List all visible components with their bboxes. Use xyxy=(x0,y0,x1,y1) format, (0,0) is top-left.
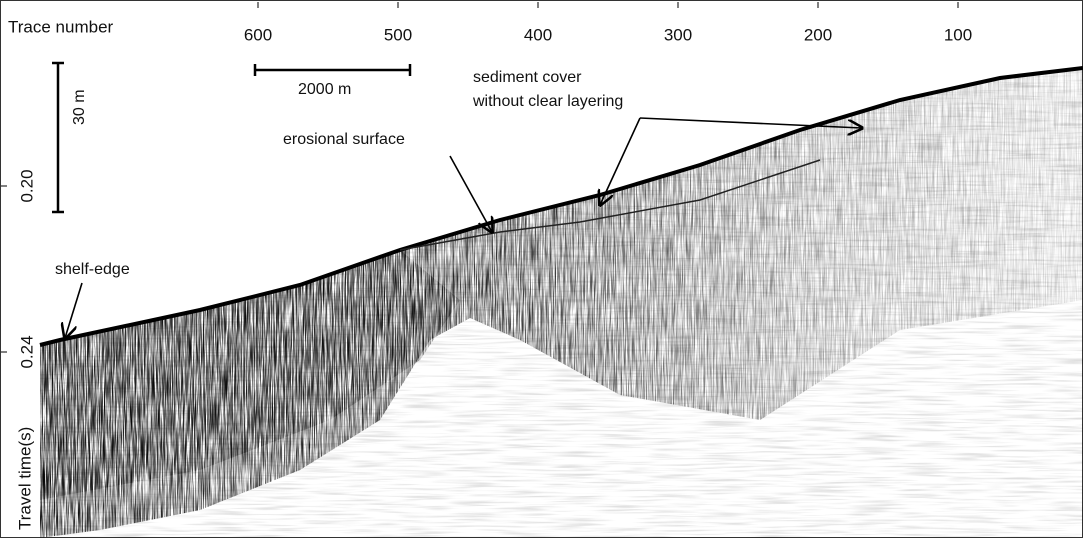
x-axis-title: Trace number xyxy=(8,17,114,36)
annotation: without clear layering xyxy=(472,93,623,110)
scale-label-v: 30 m xyxy=(71,89,88,125)
x-tick-label: 400 xyxy=(524,25,552,44)
x-tick-label: 100 xyxy=(944,25,972,44)
x-tick-label: 500 xyxy=(384,25,412,44)
annotation: erosional surface xyxy=(283,131,405,148)
annotation: shelf-edge xyxy=(55,261,130,278)
scale-label-h: 2000 m xyxy=(298,81,351,98)
arrow xyxy=(449,155,492,232)
y-tick-label: 0.24 xyxy=(17,335,36,368)
x-tick-label: 600 xyxy=(244,25,272,44)
seismic-image xyxy=(39,66,1083,538)
y-axis-title: Travel time(s) xyxy=(15,427,34,530)
y-tick-label: 0.20 xyxy=(17,169,36,202)
annotation: sediment cover xyxy=(473,69,582,86)
x-tick-label: 200 xyxy=(804,25,832,44)
arrow xyxy=(639,117,862,128)
arrow xyxy=(65,282,83,338)
arrow xyxy=(600,117,641,205)
x-tick-label: 300 xyxy=(664,25,692,44)
